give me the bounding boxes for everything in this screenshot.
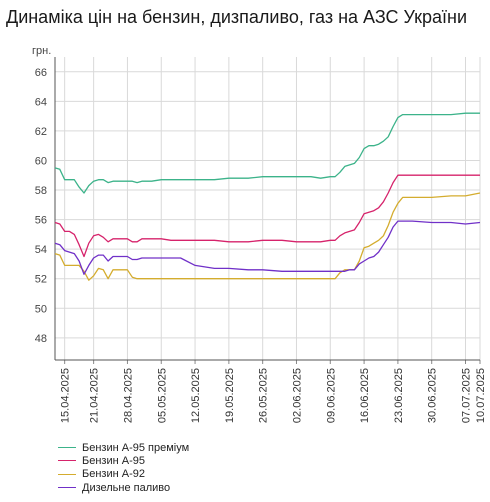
y-axis-label: грн. <box>32 45 51 57</box>
x-tick-label: 28.04.2025 <box>122 368 134 423</box>
x-tick-label: 15.04.2025 <box>60 368 72 423</box>
legend-swatch <box>58 447 76 449</box>
series-line <box>54 192 481 281</box>
chart-title: Динаміка цін на бензин, дизпаливо, газ н… <box>6 7 468 27</box>
y-tick-label: 48 <box>35 333 47 345</box>
y-tick-label: 58 <box>35 185 47 197</box>
y-tick-label: 66 <box>35 67 47 79</box>
legend-label: Бензин А-95 преміум <box>82 441 190 454</box>
x-tick-label: 23.06.2025 <box>393 368 405 423</box>
legend-label: Бензин А-95 <box>82 454 145 467</box>
grid-lines <box>55 57 481 360</box>
legend-label: Бензин А-92 <box>82 468 145 481</box>
y-tick-label: 54 <box>35 244 47 256</box>
x-tick-label: 07.07.2025 <box>461 368 473 423</box>
legend-item[interactable]: Бензин А-92 <box>58 468 189 481</box>
x-tick-label: 10.07.2025 <box>475 368 487 423</box>
x-tick-label: 09.06.2025 <box>325 368 337 423</box>
series-line <box>54 220 481 275</box>
legend-item[interactable]: Бензин А-95 преміум <box>58 441 189 454</box>
legend-swatch <box>58 487 76 489</box>
y-tick-label: 56 <box>35 215 47 227</box>
legend-label: Дизельне паливо <box>82 481 171 494</box>
x-tick-label: 30.06.2025 <box>427 368 439 423</box>
x-tick-label: 02.06.2025 <box>291 368 303 423</box>
legend-item[interactable]: Дизельне паливо <box>58 481 189 494</box>
series-lines <box>54 112 481 281</box>
y-tick-label: 62 <box>35 126 47 138</box>
x-tick-label: 16.06.2025 <box>359 368 371 423</box>
legend-item[interactable]: Бензин А-95 <box>58 454 189 467</box>
x-tick-labels: 15.04.2025 21.04.2025 28.04.2025 05.05.2025… <box>60 368 487 423</box>
legend: Бензин А-95 преміум Бензин А-95 Бензин А… <box>58 441 189 494</box>
x-tick-label: 19.05.2025 <box>224 368 236 423</box>
legend-swatch <box>58 473 76 475</box>
axes <box>54 57 481 364</box>
series-line <box>54 174 480 258</box>
y-tick-labels: 48 50 52 54 56 58 60 62 64 66 <box>35 67 47 345</box>
legend-swatch <box>58 460 76 462</box>
x-tick-label: 21.04.2025 <box>89 368 101 423</box>
x-tick-label: 26.05.2025 <box>258 368 270 423</box>
y-tick-label: 50 <box>35 303 47 315</box>
x-tick-label: 12.05.2025 <box>190 368 202 423</box>
y-tick-label: 60 <box>35 155 47 167</box>
series-line <box>54 112 480 194</box>
y-tick-label: 64 <box>35 96 47 108</box>
x-tick-label: 05.05.2025 <box>156 368 168 423</box>
y-tick-label: 52 <box>35 274 47 286</box>
